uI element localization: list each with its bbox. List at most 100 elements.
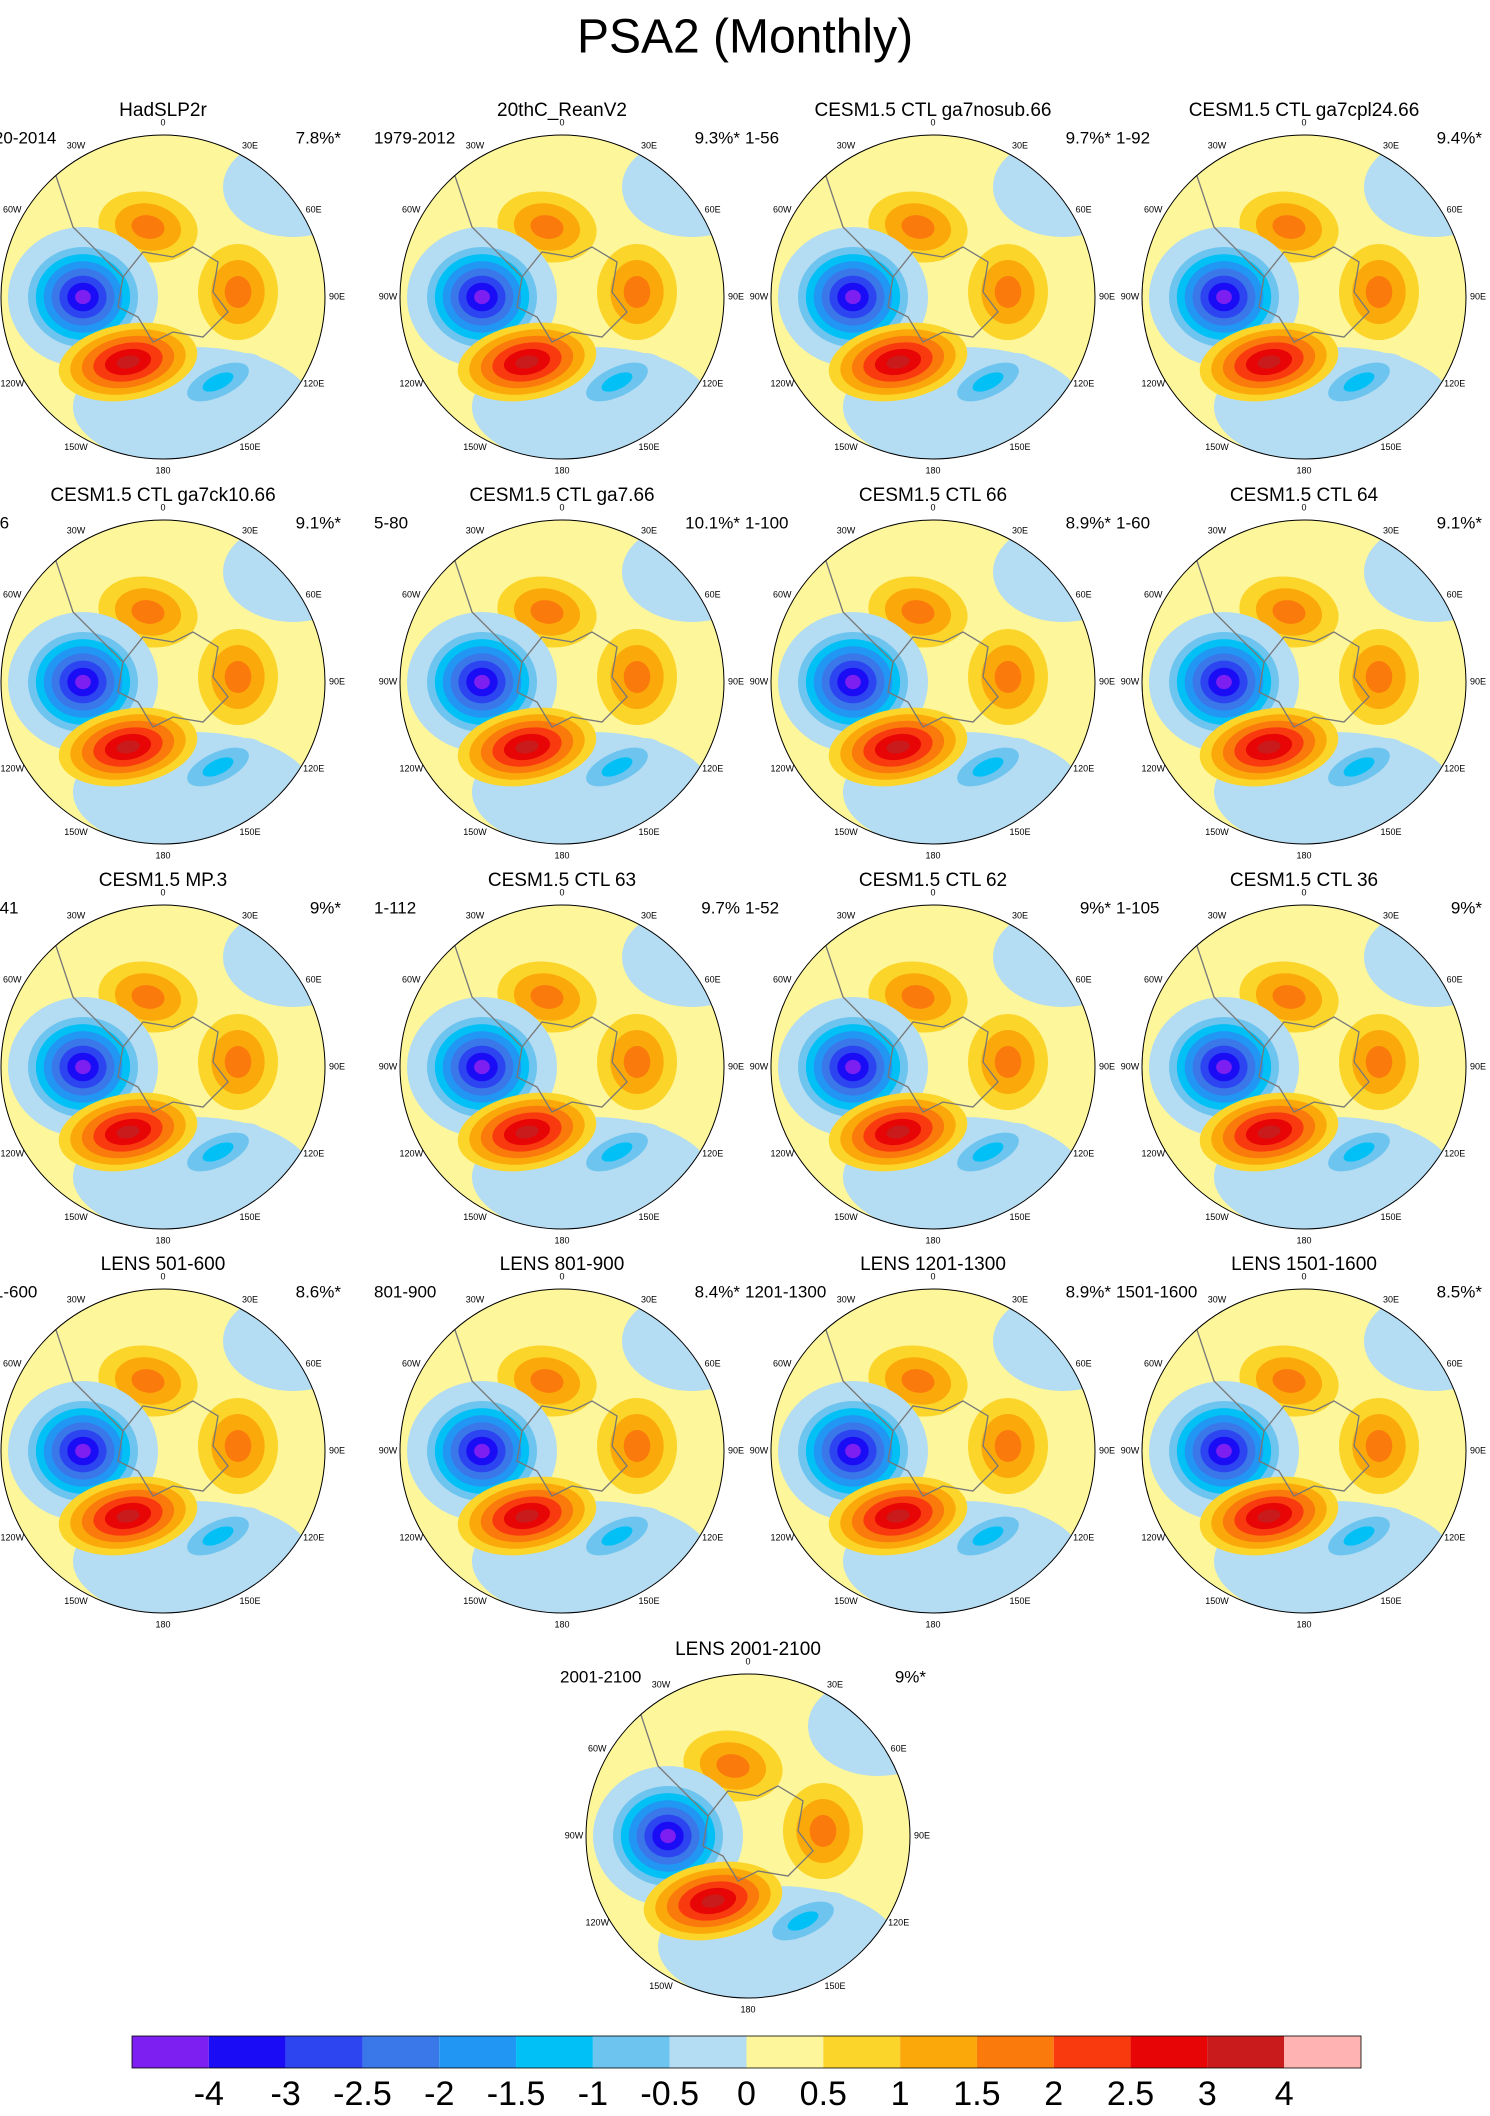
map-panel: 030E60E90E120E150E180150W120W90W60W30WCE… <box>0 485 345 860</box>
contour-fill <box>1365 1046 1393 1078</box>
contour-fill <box>972 1526 1004 1546</box>
longitude-label: 0 <box>559 887 564 897</box>
longitude-label: 150W <box>1205 827 1229 837</box>
contour-fill <box>972 1142 1004 1162</box>
panel-percent: 9%* <box>310 898 342 917</box>
longitude-label: 30E <box>242 911 258 921</box>
longitude-label: 120W <box>1142 378 1166 388</box>
contour-fill <box>845 674 861 690</box>
longitude-label: 150E <box>638 827 659 837</box>
longitude-label: 60E <box>705 589 721 599</box>
longitude-label: 120W <box>1 1148 25 1158</box>
contour-fill <box>1272 215 1306 239</box>
contour-fill <box>474 1059 490 1075</box>
contour-fill <box>601 372 633 392</box>
contour-fill <box>223 1291 325 1391</box>
longitude-label: 90E <box>1099 291 1115 301</box>
longitude-label: 180 <box>1296 850 1311 860</box>
longitude-label: 30W <box>67 141 86 151</box>
longitude-label: 30W <box>837 141 856 151</box>
contour-fill <box>993 1291 1095 1391</box>
field <box>1142 520 1466 844</box>
contour-fill <box>601 1142 633 1162</box>
map-panel: 030E60E90E120E150E180150W120W90W60W30WLE… <box>0 1254 345 1629</box>
map-panel: 030E60E90E120E150E180150W120W90W60W30WLE… <box>1116 1254 1486 1629</box>
longitude-label: 60E <box>1076 974 1092 984</box>
longitude-label: 180 <box>554 850 569 860</box>
field <box>771 135 1095 459</box>
panel-title: CESM1.5 CTL 64 <box>1230 485 1379 506</box>
longitude-label: 120W <box>1 763 25 773</box>
longitude-label: 90E <box>914 1830 930 1840</box>
panel-percent: 8.4%* <box>695 1282 741 1301</box>
coastline <box>451 936 628 1113</box>
contour-fill <box>530 1369 564 1393</box>
colorbar-label: 2.5 <box>1107 2075 1154 2111</box>
longitude-label: 120W <box>1142 1532 1166 1542</box>
panel-title: LENS 801-900 <box>500 1254 625 1275</box>
contour-fill <box>474 1443 490 1459</box>
longitude-label: 30E <box>641 141 657 151</box>
longitude-label: 30E <box>641 526 657 536</box>
contour-fill <box>530 985 564 1009</box>
longitude-label: 90W <box>379 676 398 686</box>
contour-fill <box>1257 740 1281 754</box>
longitude-label: 30W <box>1208 1295 1227 1305</box>
contour-fill <box>601 1526 633 1546</box>
longitude-label: 60E <box>306 204 322 214</box>
map-border <box>770 1288 1096 1614</box>
longitude-label: 30E <box>1012 1295 1028 1305</box>
longitude-label: 150W <box>1205 1596 1229 1606</box>
longitude-label: 150W <box>463 1212 487 1222</box>
map-border <box>399 904 725 1230</box>
longitude-label: 120E <box>303 763 324 773</box>
colorbar-box <box>1284 2036 1361 2068</box>
contour-fill <box>993 907 1095 1007</box>
longitude-label: 60W <box>3 974 22 984</box>
panel-percent: 9%* <box>895 1667 927 1686</box>
longitude-label: 90W <box>1121 291 1140 301</box>
coastline <box>1193 551 1370 728</box>
map-border <box>399 519 725 845</box>
coastline <box>52 1320 229 1497</box>
coastline <box>822 166 999 343</box>
longitude-label: 90W <box>379 1061 398 1071</box>
longitude-label: 90E <box>1099 1061 1115 1071</box>
longitude-label: 0 <box>1301 887 1306 897</box>
longitude-label: 150W <box>64 1212 88 1222</box>
colorbar-box <box>1207 2036 1285 2068</box>
map-border <box>1141 519 1467 845</box>
longitude-label: 150W <box>463 1596 487 1606</box>
panel-title: CESM1.5 CTL 36 <box>1230 870 1378 891</box>
longitude-label: 120E <box>303 1532 324 1542</box>
longitude-label: 180 <box>925 465 940 475</box>
contour-fill <box>116 1509 140 1523</box>
coastline <box>637 1705 814 1882</box>
panel-title: CESM1.5 CTL ga7nosub.66 <box>815 100 1052 121</box>
longitude-label: 60W <box>1144 589 1163 599</box>
colorbar-label: -2 <box>424 2075 454 2111</box>
longitude-label: 60E <box>705 204 721 214</box>
longitude-label: 60E <box>1076 1358 1092 1368</box>
contour-fill <box>993 522 1095 622</box>
panel-percent: 10.1%* <box>685 513 740 532</box>
longitude-label: 120W <box>400 378 424 388</box>
longitude-label: 120W <box>1 378 25 388</box>
longitude-label: 30W <box>67 1295 86 1305</box>
contour-fill <box>886 740 910 754</box>
panel-percent: 9.1%* <box>296 513 342 532</box>
panel-period: 801-900 <box>374 1282 436 1301</box>
colorbar-label: 4 <box>1275 2075 1294 2111</box>
map-border <box>399 134 725 460</box>
map-panel: 030E60E90E120E150E180150W120W90W60W30WCE… <box>745 485 1115 860</box>
panel-period: 1-105 <box>1116 898 1159 917</box>
map-panel: 030E60E90E120E150E180150W120W90W60W30WCE… <box>1116 485 1486 860</box>
contour-fill <box>701 1894 725 1908</box>
panel-title: CESM1.5 CTL ga7cpl24.66 <box>1189 100 1420 121</box>
contour-fill <box>515 1509 539 1523</box>
longitude-label: 150E <box>638 1212 659 1222</box>
field <box>400 135 724 459</box>
contour-fill <box>1365 1430 1393 1462</box>
contour-fill <box>223 522 325 622</box>
longitude-label: 150W <box>64 442 88 452</box>
